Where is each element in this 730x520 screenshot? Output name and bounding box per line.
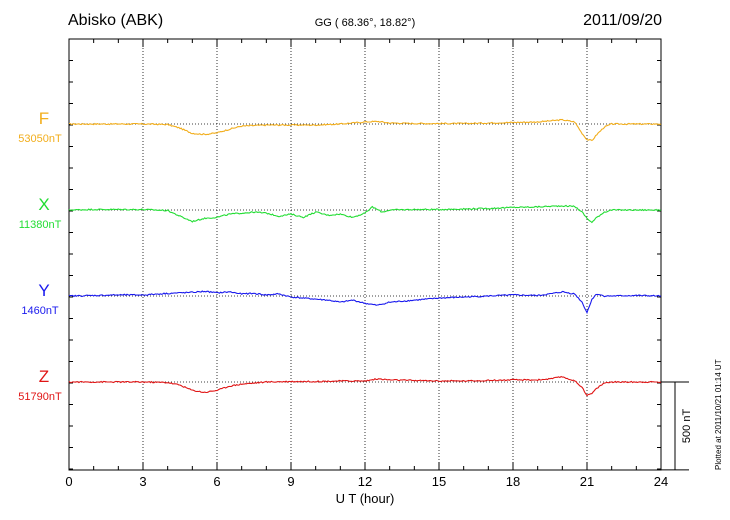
x-tick-label: 6 [213, 474, 220, 489]
x-tick-label: 12 [358, 474, 372, 489]
series-name-x: X [38, 195, 49, 214]
series-line-z [68, 375, 662, 397]
series-name-z: Z [39, 367, 49, 386]
x-tick-label: 3 [139, 474, 146, 489]
x-tick-label: 0 [65, 474, 72, 489]
series-baseline-f: 53050nT [18, 133, 62, 145]
station-coordinates: GG ( 68.36°, 18.82°) [314, 17, 416, 29]
x-axis-label: U T (hour) [336, 491, 395, 506]
series-baseline-y: 1460nT [21, 305, 59, 317]
chart-date: 2011/09/20 [583, 12, 662, 29]
x-tick-label: 18 [506, 474, 520, 489]
series-line-y [68, 290, 662, 315]
station-title: Abisko (ABK) [68, 12, 164, 29]
series-baseline-x: 11380nT [19, 219, 62, 231]
series-line-f [69, 118, 662, 142]
series-baseline-z: 51790nT [18, 391, 62, 403]
x-tick-label: 24 [654, 474, 668, 489]
scale-bar-label: 500 nT [681, 409, 693, 444]
series-name-f: F [39, 109, 49, 128]
x-tick-label: 9 [287, 474, 294, 489]
series-line-x [68, 204, 662, 224]
x-tick-label: 15 [432, 474, 446, 489]
x-tick-label: 21 [580, 474, 594, 489]
plotted-timestamp: Plotted at 2011/10/21 01:14 UT [714, 359, 723, 470]
series-name-y: Y [38, 281, 49, 300]
